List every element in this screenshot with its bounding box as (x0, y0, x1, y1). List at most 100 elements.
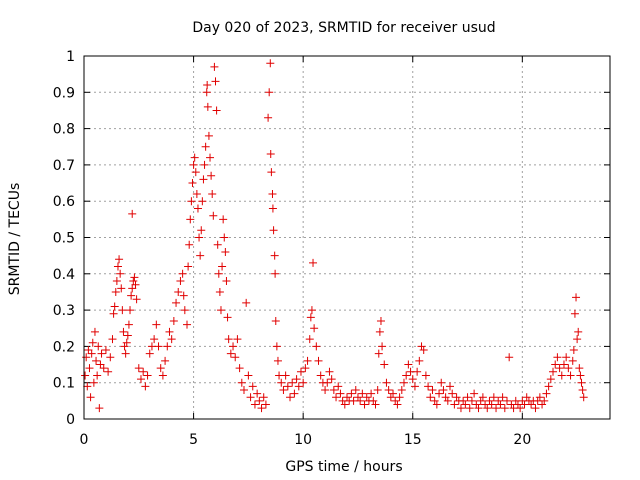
data-point (95, 404, 104, 413)
data-point (277, 378, 286, 387)
data-point (374, 349, 383, 358)
data-point (281, 371, 290, 380)
data-point (118, 306, 127, 315)
data-point (154, 342, 163, 351)
data-point (266, 59, 275, 68)
data-point (472, 400, 481, 409)
data-point (90, 327, 99, 336)
data-point (483, 404, 492, 413)
x-tick-label: 10 (294, 432, 312, 448)
data-point (290, 389, 299, 398)
data-point (378, 342, 387, 351)
data-point (340, 400, 349, 409)
data-point (559, 360, 568, 369)
data-point (485, 396, 494, 405)
data-point (150, 335, 159, 344)
data-point (393, 400, 402, 409)
data-point (156, 364, 165, 373)
data-point (224, 335, 233, 344)
data-point (443, 396, 452, 405)
data-point (421, 371, 430, 380)
data-point (531, 404, 540, 413)
data-point (557, 371, 566, 380)
data-point (292, 375, 301, 384)
data-points (81, 59, 588, 413)
data-point (86, 393, 95, 402)
data-point (564, 364, 573, 373)
data-point (570, 309, 579, 318)
data-point (542, 389, 551, 398)
data-point (237, 378, 246, 387)
data-point (502, 396, 511, 405)
x-tick-label: 20 (513, 432, 531, 448)
data-point (321, 385, 330, 394)
data-point (441, 393, 450, 402)
data-point (239, 385, 248, 394)
data-point (222, 277, 231, 286)
data-point (94, 342, 103, 351)
data-point (189, 160, 198, 169)
data-point (343, 393, 351, 402)
data-point (376, 316, 385, 325)
data-point (413, 367, 422, 376)
data-point (279, 385, 288, 394)
data-point (208, 189, 217, 198)
data-point (220, 233, 229, 242)
data-point (424, 382, 433, 391)
data-point (85, 364, 94, 373)
y-tick-label: 0 (66, 412, 75, 428)
data-point (143, 371, 152, 380)
data-point (123, 331, 132, 340)
data-point (527, 400, 536, 409)
data-point (248, 382, 257, 391)
data-point (566, 371, 575, 380)
data-point (219, 215, 228, 224)
data-point (307, 306, 316, 315)
data-point (193, 204, 202, 213)
data-point (99, 364, 108, 373)
data-point (369, 396, 378, 405)
data-point (116, 269, 125, 278)
data-point (305, 335, 314, 344)
data-point (327, 375, 336, 384)
data-point (296, 367, 305, 376)
data-point (246, 393, 255, 402)
y-tick-label: 1 (66, 49, 75, 65)
data-point (489, 393, 498, 402)
data-point (456, 404, 465, 413)
data-point (391, 396, 400, 405)
data-point (88, 338, 97, 347)
data-point (386, 393, 395, 402)
data-point (136, 375, 145, 384)
data-point (362, 393, 371, 402)
data-point (334, 382, 343, 391)
data-point (380, 360, 389, 369)
data-point (272, 342, 281, 351)
data-point (187, 197, 196, 206)
data-point (158, 371, 167, 380)
data-point (82, 353, 91, 362)
data-point (395, 393, 404, 402)
data-point (145, 349, 154, 358)
data-point (128, 284, 137, 293)
data-point (555, 364, 564, 373)
data-point (185, 240, 194, 249)
data-point (192, 189, 201, 198)
data-point (264, 113, 273, 122)
data-point (435, 389, 444, 398)
data-point (92, 356, 101, 365)
data-point (309, 258, 318, 267)
data-point (132, 295, 141, 304)
data-point (110, 302, 119, 311)
data-point (201, 142, 210, 151)
y-tick-label: 0.2 (53, 339, 75, 355)
data-point (200, 160, 209, 169)
data-point (128, 209, 137, 218)
data-point (306, 313, 315, 322)
data-point (271, 316, 280, 325)
data-point (265, 88, 274, 97)
data-point (161, 356, 170, 365)
data-point (206, 153, 215, 162)
data-point (389, 389, 398, 398)
data-point (487, 400, 496, 409)
